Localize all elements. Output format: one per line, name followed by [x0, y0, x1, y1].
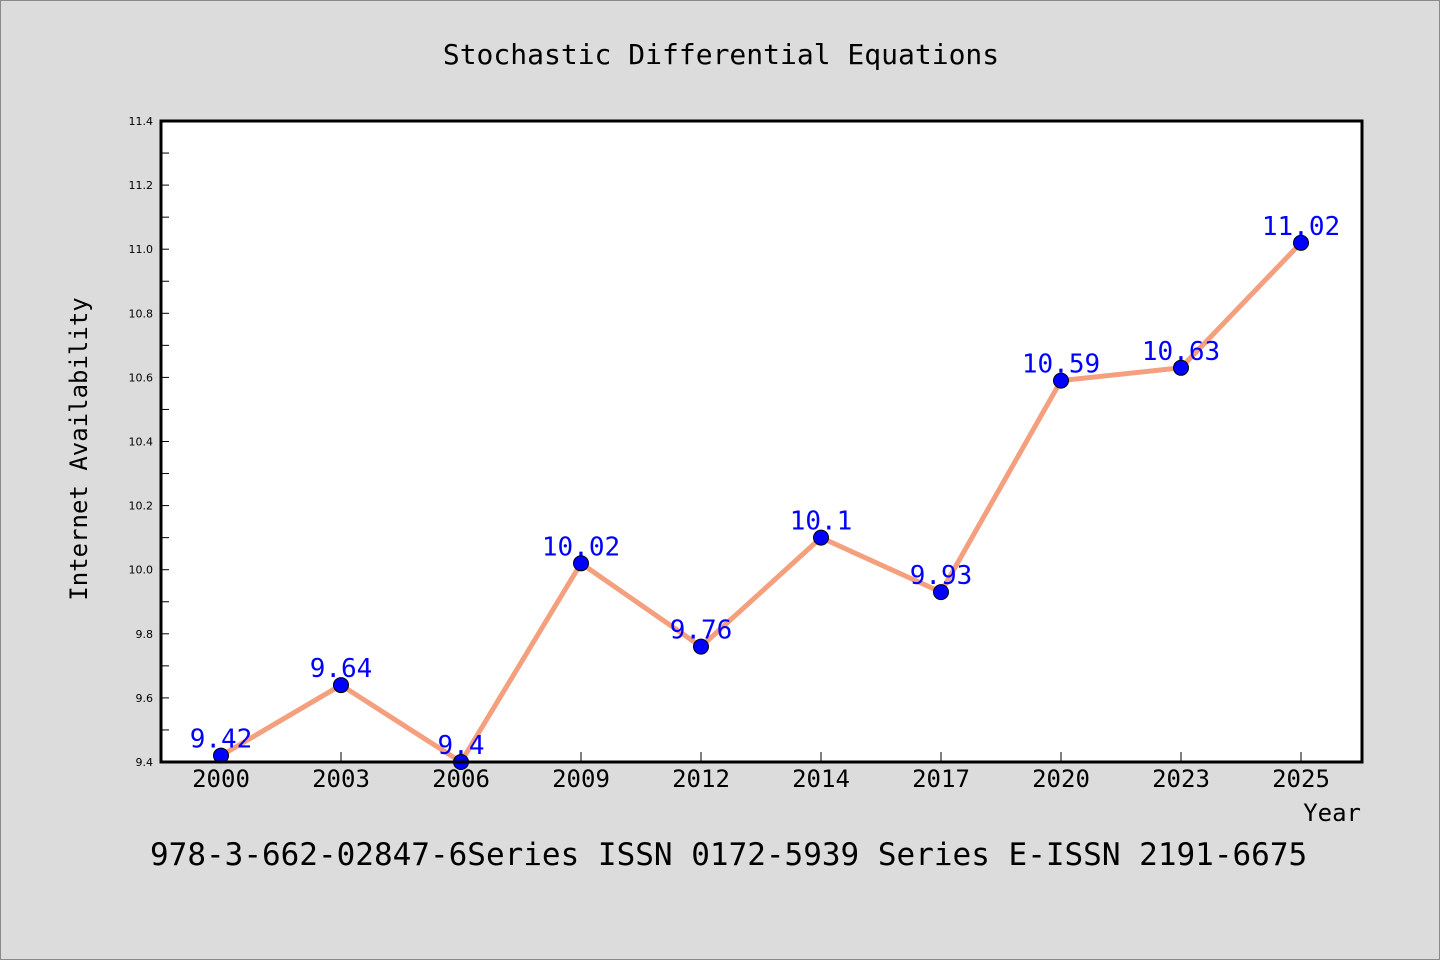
footer-text: 978-3-662-02847-6Series ISSN 0172-5939 S… [150, 837, 1307, 873]
data-point [933, 584, 949, 601]
x-tick-label: 2023 [1152, 765, 1210, 793]
data-label: 9.76 [670, 616, 733, 646]
data-label: 10.1 [790, 507, 853, 537]
series-line [218, 240, 1304, 765]
plot-frame [159, 119, 1364, 764]
y-tick-label: 9.8 [136, 628, 154, 641]
x-axis-label: Year [1303, 799, 1361, 827]
data-label: 9.4 [438, 731, 485, 761]
data-point [573, 555, 589, 572]
y-tick-label: 10.0 [129, 564, 154, 577]
data-label: 9.64 [310, 654, 373, 684]
y-tick-label: 11.4 [129, 115, 154, 128]
y-tick-label: 10.2 [129, 500, 154, 513]
plot-area [161, 121, 1362, 762]
x-tick-label: 2003 [312, 765, 370, 793]
data-label: 10.02 [542, 532, 620, 562]
data-point [1173, 359, 1189, 376]
y-tick-label: 11.0 [129, 243, 154, 256]
y-tick-label: 9.4 [136, 756, 154, 769]
data-label: 10.59 [1022, 350, 1100, 380]
y-tick-label: 9.6 [136, 692, 154, 705]
data-point [1293, 234, 1309, 251]
data-label: 11.02 [1262, 212, 1340, 242]
data-point [333, 677, 349, 694]
data-point [693, 638, 709, 655]
x-tick-label: 2014 [792, 765, 850, 793]
x-tick-label: 2012 [672, 765, 730, 793]
chart-title: Stochastic Differential Equations [443, 38, 999, 71]
y-tick-label: 10.6 [129, 371, 154, 384]
x-tick-label: 2009 [552, 765, 610, 793]
data-point [1053, 372, 1069, 389]
x-tick-label: 2025 [1272, 765, 1330, 793]
x-tick-label: 2020 [1032, 765, 1090, 793]
data-label: 9.93 [910, 561, 973, 591]
series-layer [213, 234, 1309, 770]
y-tick-label: 10.4 [129, 436, 154, 449]
x-tick-label: 2000 [192, 765, 250, 793]
x-tick-label: 2017 [912, 765, 970, 793]
y-axis-ticks: 9.4 9.6 9.8 10.0 10.2 10.4 10.6 10.8 11.0 11.2 11.… [129, 115, 169, 769]
data-label: 9.42 [190, 725, 253, 755]
data-label: 10.63 [1142, 337, 1220, 367]
y-axis-label: Internet Availability [65, 297, 93, 600]
x-axis-ticks: 2000 2003 2006 2009 2012 2014 2017 2020 2023 2025 [192, 752, 1330, 793]
data-labels: 9.42 9.64 9.4 10.02 9.76 10.1 9.93 10.59 10.63 11… [190, 212, 1340, 761]
y-tick-label: 11.2 [129, 179, 154, 192]
y-tick-label: 10.8 [129, 307, 154, 320]
data-point [813, 529, 829, 546]
